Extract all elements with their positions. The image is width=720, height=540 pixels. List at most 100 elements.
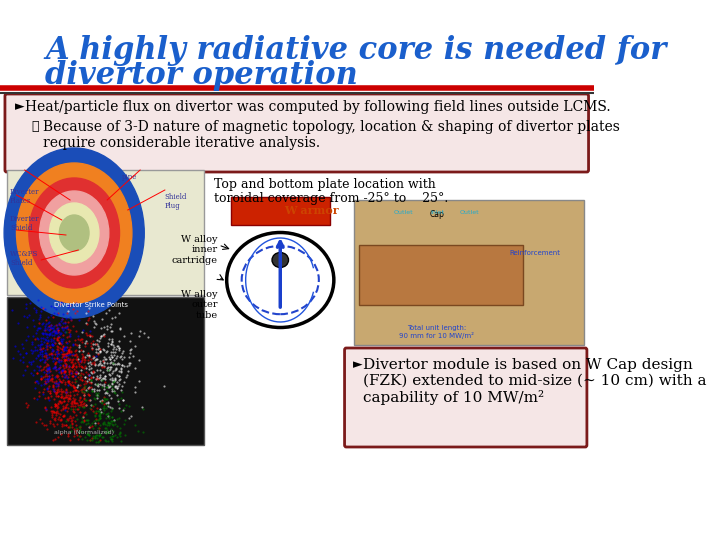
- Bar: [6, 297, 204, 445]
- Point: [89, 417, 100, 426]
- Point: [96, 361, 108, 369]
- Point: [78, 413, 89, 421]
- Point: [49, 395, 60, 403]
- Point: [48, 354, 60, 362]
- Point: [89, 384, 100, 393]
- Point: [20, 399, 32, 408]
- Point: [66, 420, 78, 428]
- Point: [86, 385, 98, 394]
- Point: [58, 343, 70, 352]
- Point: [102, 399, 114, 408]
- Point: [53, 378, 65, 387]
- Point: [41, 325, 53, 333]
- Point: [46, 411, 58, 420]
- Point: [53, 364, 64, 373]
- Point: [36, 328, 48, 337]
- Point: [36, 347, 48, 355]
- Point: [74, 375, 86, 383]
- Point: [55, 393, 67, 401]
- Point: [55, 348, 67, 356]
- Point: [32, 324, 44, 333]
- Point: [90, 391, 102, 400]
- Point: [94, 358, 106, 367]
- Point: [61, 400, 73, 409]
- Point: [107, 379, 118, 387]
- Point: [62, 374, 73, 382]
- Point: [107, 427, 118, 436]
- Point: [129, 383, 140, 391]
- Point: [49, 435, 60, 443]
- Point: [45, 407, 57, 416]
- Point: [70, 350, 81, 359]
- Point: [90, 375, 102, 384]
- Point: [92, 416, 104, 425]
- Point: [78, 391, 90, 400]
- Point: [67, 355, 78, 363]
- Point: [53, 327, 65, 336]
- Point: [60, 421, 71, 429]
- Point: [106, 385, 117, 394]
- Point: [99, 435, 111, 444]
- Point: [37, 347, 48, 355]
- Point: [101, 309, 112, 318]
- Point: [102, 366, 114, 374]
- Point: [22, 332, 34, 341]
- Point: [85, 326, 96, 335]
- Point: [113, 400, 125, 408]
- Point: [76, 363, 87, 372]
- Circle shape: [29, 178, 120, 288]
- Point: [94, 386, 105, 395]
- Point: [87, 352, 99, 361]
- Point: [62, 350, 73, 359]
- Point: [17, 370, 29, 379]
- Point: [86, 386, 98, 395]
- Point: [71, 366, 82, 375]
- Point: [52, 357, 63, 366]
- Point: [35, 345, 47, 353]
- Point: [31, 368, 42, 377]
- Point: [43, 330, 55, 339]
- Point: [55, 321, 66, 330]
- Point: [35, 306, 46, 315]
- Point: [118, 331, 130, 340]
- Point: [58, 349, 70, 358]
- Point: [76, 366, 87, 375]
- Point: [51, 321, 63, 329]
- Point: [114, 403, 125, 412]
- Point: [91, 386, 103, 394]
- Point: [107, 376, 119, 384]
- Point: [96, 332, 107, 341]
- Point: [98, 385, 109, 394]
- Point: [116, 363, 127, 372]
- Point: [96, 375, 108, 384]
- Point: [59, 343, 71, 352]
- Point: [83, 316, 94, 325]
- Point: [77, 352, 89, 361]
- Point: [80, 415, 91, 424]
- Point: [93, 411, 104, 420]
- Point: [48, 302, 59, 311]
- Point: [30, 334, 41, 343]
- Point: [47, 376, 58, 385]
- Text: toroidal coverage from -25° to    25°.: toroidal coverage from -25° to 25°.: [215, 192, 449, 205]
- Point: [90, 320, 102, 329]
- Point: [60, 400, 72, 409]
- Point: [57, 314, 68, 323]
- Point: [31, 306, 42, 314]
- Point: [40, 372, 51, 381]
- Point: [89, 319, 100, 327]
- Point: [73, 315, 84, 324]
- Point: [50, 382, 61, 390]
- Text: W alloy
inner
cartridge: W alloy inner cartridge: [171, 235, 217, 265]
- Point: [56, 350, 68, 359]
- Point: [87, 312, 99, 320]
- Point: [84, 353, 95, 362]
- Point: [35, 349, 46, 358]
- Point: [80, 395, 91, 404]
- Point: [68, 372, 79, 381]
- Point: [78, 384, 90, 393]
- Point: [88, 367, 99, 375]
- Bar: [359, 245, 523, 305]
- Point: [42, 384, 53, 393]
- Point: [60, 352, 72, 361]
